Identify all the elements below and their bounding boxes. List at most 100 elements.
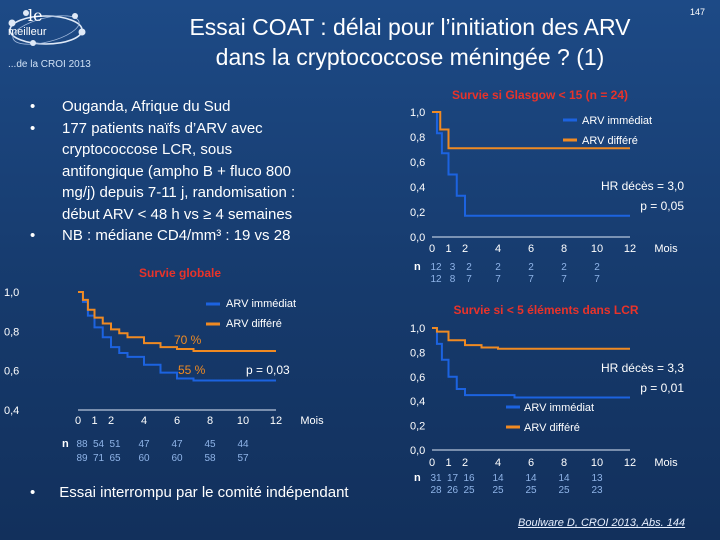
risk-table-cell: 44 (237, 439, 249, 450)
risk-table-cell: 8 (450, 274, 456, 285)
x-axis-label: Mois (654, 457, 678, 469)
bullet-dot-icon: • (30, 484, 36, 501)
bullet-item: • 177 patients naïfs d’ARV avec cryptoco… (30, 118, 360, 226)
annotation-p-value: p = 0,01 (640, 381, 684, 395)
croi-logo (8, 10, 86, 46)
y-tick-label: 0,8 (410, 347, 425, 359)
annotation-55-percent: 55 % (178, 363, 206, 377)
citation: Boulware D, CROI 2013, Abs. 144 (518, 517, 686, 529)
x-tick-label: 8 (561, 457, 567, 469)
risk-table-cell: 47 (138, 439, 150, 450)
y-tick-label: 0,0 (410, 445, 425, 457)
risk-table-cell: 13 (591, 473, 603, 484)
legend-label-immediat: ARV immédiat (524, 402, 594, 414)
annotation-p-value: p = 0,05 (640, 199, 684, 213)
chart-title: Survie si < 5 éléments dans LCR (453, 303, 638, 317)
risk-table-cell: 2 (528, 262, 534, 273)
legend-label-immediat: ARV immédiat (582, 115, 652, 127)
risk-table-cell: 25 (463, 485, 475, 496)
bullet-dot-icon: • (30, 119, 36, 137)
legend-label-differe: ARV différé (582, 135, 638, 147)
bullet-line: antifongique (ampho B + fluco 800 (62, 162, 291, 180)
x-tick-label: 8 (561, 243, 567, 255)
y-tick-label: 0,8 (410, 132, 425, 144)
risk-table-cell: 25 (558, 485, 570, 496)
x-tick-label: 0 (429, 243, 435, 255)
x-tick-label: 0 (75, 415, 81, 427)
risk-table-cell: 54 (93, 439, 105, 450)
series-line-immediat (432, 111, 630, 217)
x-tick-label: 1 (445, 457, 451, 469)
slide-title: Essai COAT : délai pour l’initiation des… (130, 12, 690, 72)
logo-le: le (28, 6, 43, 25)
risk-table-cell: 47 (171, 439, 183, 450)
annotation-70-percent: 70 % (174, 333, 202, 347)
logo-subtitle: ...de la CROI 2013 (8, 59, 91, 70)
y-tick-label: 1,0 (4, 287, 19, 299)
y-tick-label: 0,2 (410, 421, 425, 433)
risk-table-cell: 89 (76, 453, 88, 464)
risk-table-cell: 31 (430, 473, 442, 484)
chart-title: Survie si Glasgow < 15 (n = 24) (452, 88, 628, 102)
risk-table-label: n (62, 438, 69, 450)
bullet-line: NB : médiane CD4/mm³ : 19 vs 28 (62, 227, 291, 244)
risk-table-cell: 2 (561, 262, 567, 273)
x-tick-label: 2 (462, 457, 468, 469)
x-tick-label: 6 (528, 243, 534, 255)
series-line-differe (432, 111, 630, 150)
y-tick-label: 0,6 (410, 157, 425, 169)
risk-table-cell: 57 (237, 453, 249, 464)
series-line-differe (78, 291, 276, 352)
title-line-2: dans la cryptococcose méningée ? (1) (215, 44, 605, 70)
x-tick-label: 1 (445, 243, 451, 255)
risk-table-cell: 25 (492, 485, 504, 496)
bullet-item: • Ouganda, Afrique du Sud (30, 96, 360, 118)
legend-label-immediat: ARV immédiat (226, 298, 296, 310)
title-line-1: Essai COAT : délai pour l’initiation des… (189, 14, 631, 40)
y-tick-label: 1,0 (410, 323, 425, 335)
x-tick-label: 4 (495, 457, 501, 469)
bullet-line: 177 patients naïfs d’ARV avec (62, 119, 263, 137)
x-tick-label: 4 (495, 243, 501, 255)
risk-table-cell: 14 (558, 473, 570, 484)
x-tick-label: 10 (591, 243, 603, 255)
bullet-dot-icon: • (30, 227, 36, 244)
risk-table-cell: 60 (171, 453, 183, 464)
x-tick-label: 8 (207, 415, 213, 427)
risk-table-cell: 60 (138, 453, 150, 464)
risk-table-cell: 7 (528, 274, 534, 285)
x-tick-label: 12 (624, 457, 636, 469)
x-tick-label: 2 (462, 243, 468, 255)
risk-table-cell: 45 (204, 439, 216, 450)
x-tick-label: 6 (174, 415, 180, 427)
chart-survie-globale: Survie globale 1,00,80,60,4 0 1 2 4 6 8 10 12 Mo… (4, 266, 324, 464)
risk-table-cell: 28 (430, 485, 442, 496)
legend-label-differe: ARV différé (524, 422, 580, 434)
bullet-line: cryptococcose LCR, sous (62, 141, 233, 158)
risk-table-cell: 23 (591, 485, 603, 496)
risk-table-cell: 7 (594, 274, 600, 285)
risk-table-cell: 26 (447, 485, 459, 496)
risk-table-cell: 7 (466, 274, 472, 285)
bullet-list: • Ouganda, Afrique du Sud • 177 patients… (30, 96, 360, 247)
x-tick-label: 4 (141, 415, 147, 427)
x-axis-label: Mois (654, 243, 678, 255)
risk-table-cell: 17 (447, 473, 459, 484)
risk-table-label: n (414, 261, 421, 273)
y-tick-label: 1,0 (410, 107, 425, 119)
y-tick-label: 0,8 (4, 326, 19, 338)
risk-table-cell: 2 (594, 262, 600, 273)
risk-table-cell: 3 (450, 262, 456, 273)
risk-table-cell: 12 (430, 262, 442, 273)
risk-table-cell: 2 (466, 262, 472, 273)
footer-bullet: • Essai interrompu par le comité indépend… (30, 484, 349, 501)
risk-table-cell: 14 (492, 473, 504, 484)
x-tick-label: 2 (108, 415, 114, 427)
risk-table-cell: 71 (93, 453, 105, 464)
risk-table-cell: 12 (430, 274, 442, 285)
series-line-immediat (432, 327, 630, 399)
x-tick-label: 10 (591, 457, 603, 469)
x-tick-label: 12 (624, 243, 636, 255)
bullet-line: mg/j) depuis 7-11 j, randomisation : (62, 184, 296, 201)
logo-meilleur: meilleur (8, 26, 47, 38)
